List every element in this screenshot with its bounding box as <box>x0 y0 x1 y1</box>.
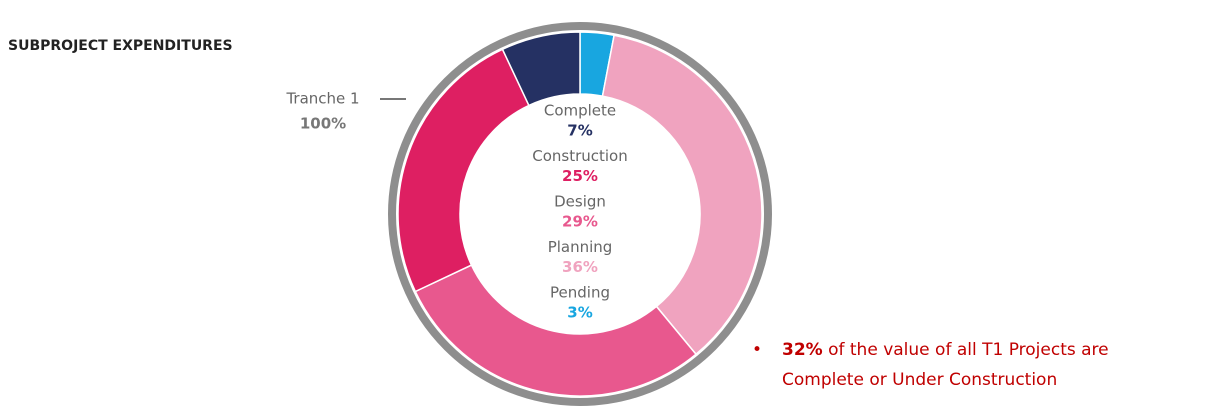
annotation-text: Complete or Under Construction <box>782 370 1057 390</box>
outer-ring <box>388 22 772 406</box>
center-label: Pending <box>550 284 610 302</box>
donut-segment <box>414 264 698 397</box>
ring-label: Tranche 1 <box>285 90 359 108</box>
center-label: Construction <box>532 147 628 165</box>
center-label: Planning <box>548 238 613 256</box>
center-value-label: 7% <box>567 122 592 140</box>
bullet: • <box>752 340 762 360</box>
annotation-bold: 32% <box>782 340 823 360</box>
ring-value-label: 100% <box>300 115 346 133</box>
center-value-label: 3% <box>567 304 592 322</box>
donut-segment <box>601 34 763 356</box>
center-label: Complete <box>544 102 616 120</box>
center-label: Design <box>554 193 606 211</box>
annotation: 32% of the value of all T1 Projects are <box>782 340 1109 360</box>
donut-segment <box>397 48 530 293</box>
center-value-label: 25% <box>562 167 598 185</box>
center-value-label: 29% <box>562 213 598 231</box>
donut-segment <box>501 31 581 107</box>
annotation-text: of the value of all T1 Projects are <box>823 340 1109 360</box>
center-value-label: 36% <box>562 258 598 276</box>
chart-title: SUBPROJECT EXPENDITURES <box>8 38 233 54</box>
